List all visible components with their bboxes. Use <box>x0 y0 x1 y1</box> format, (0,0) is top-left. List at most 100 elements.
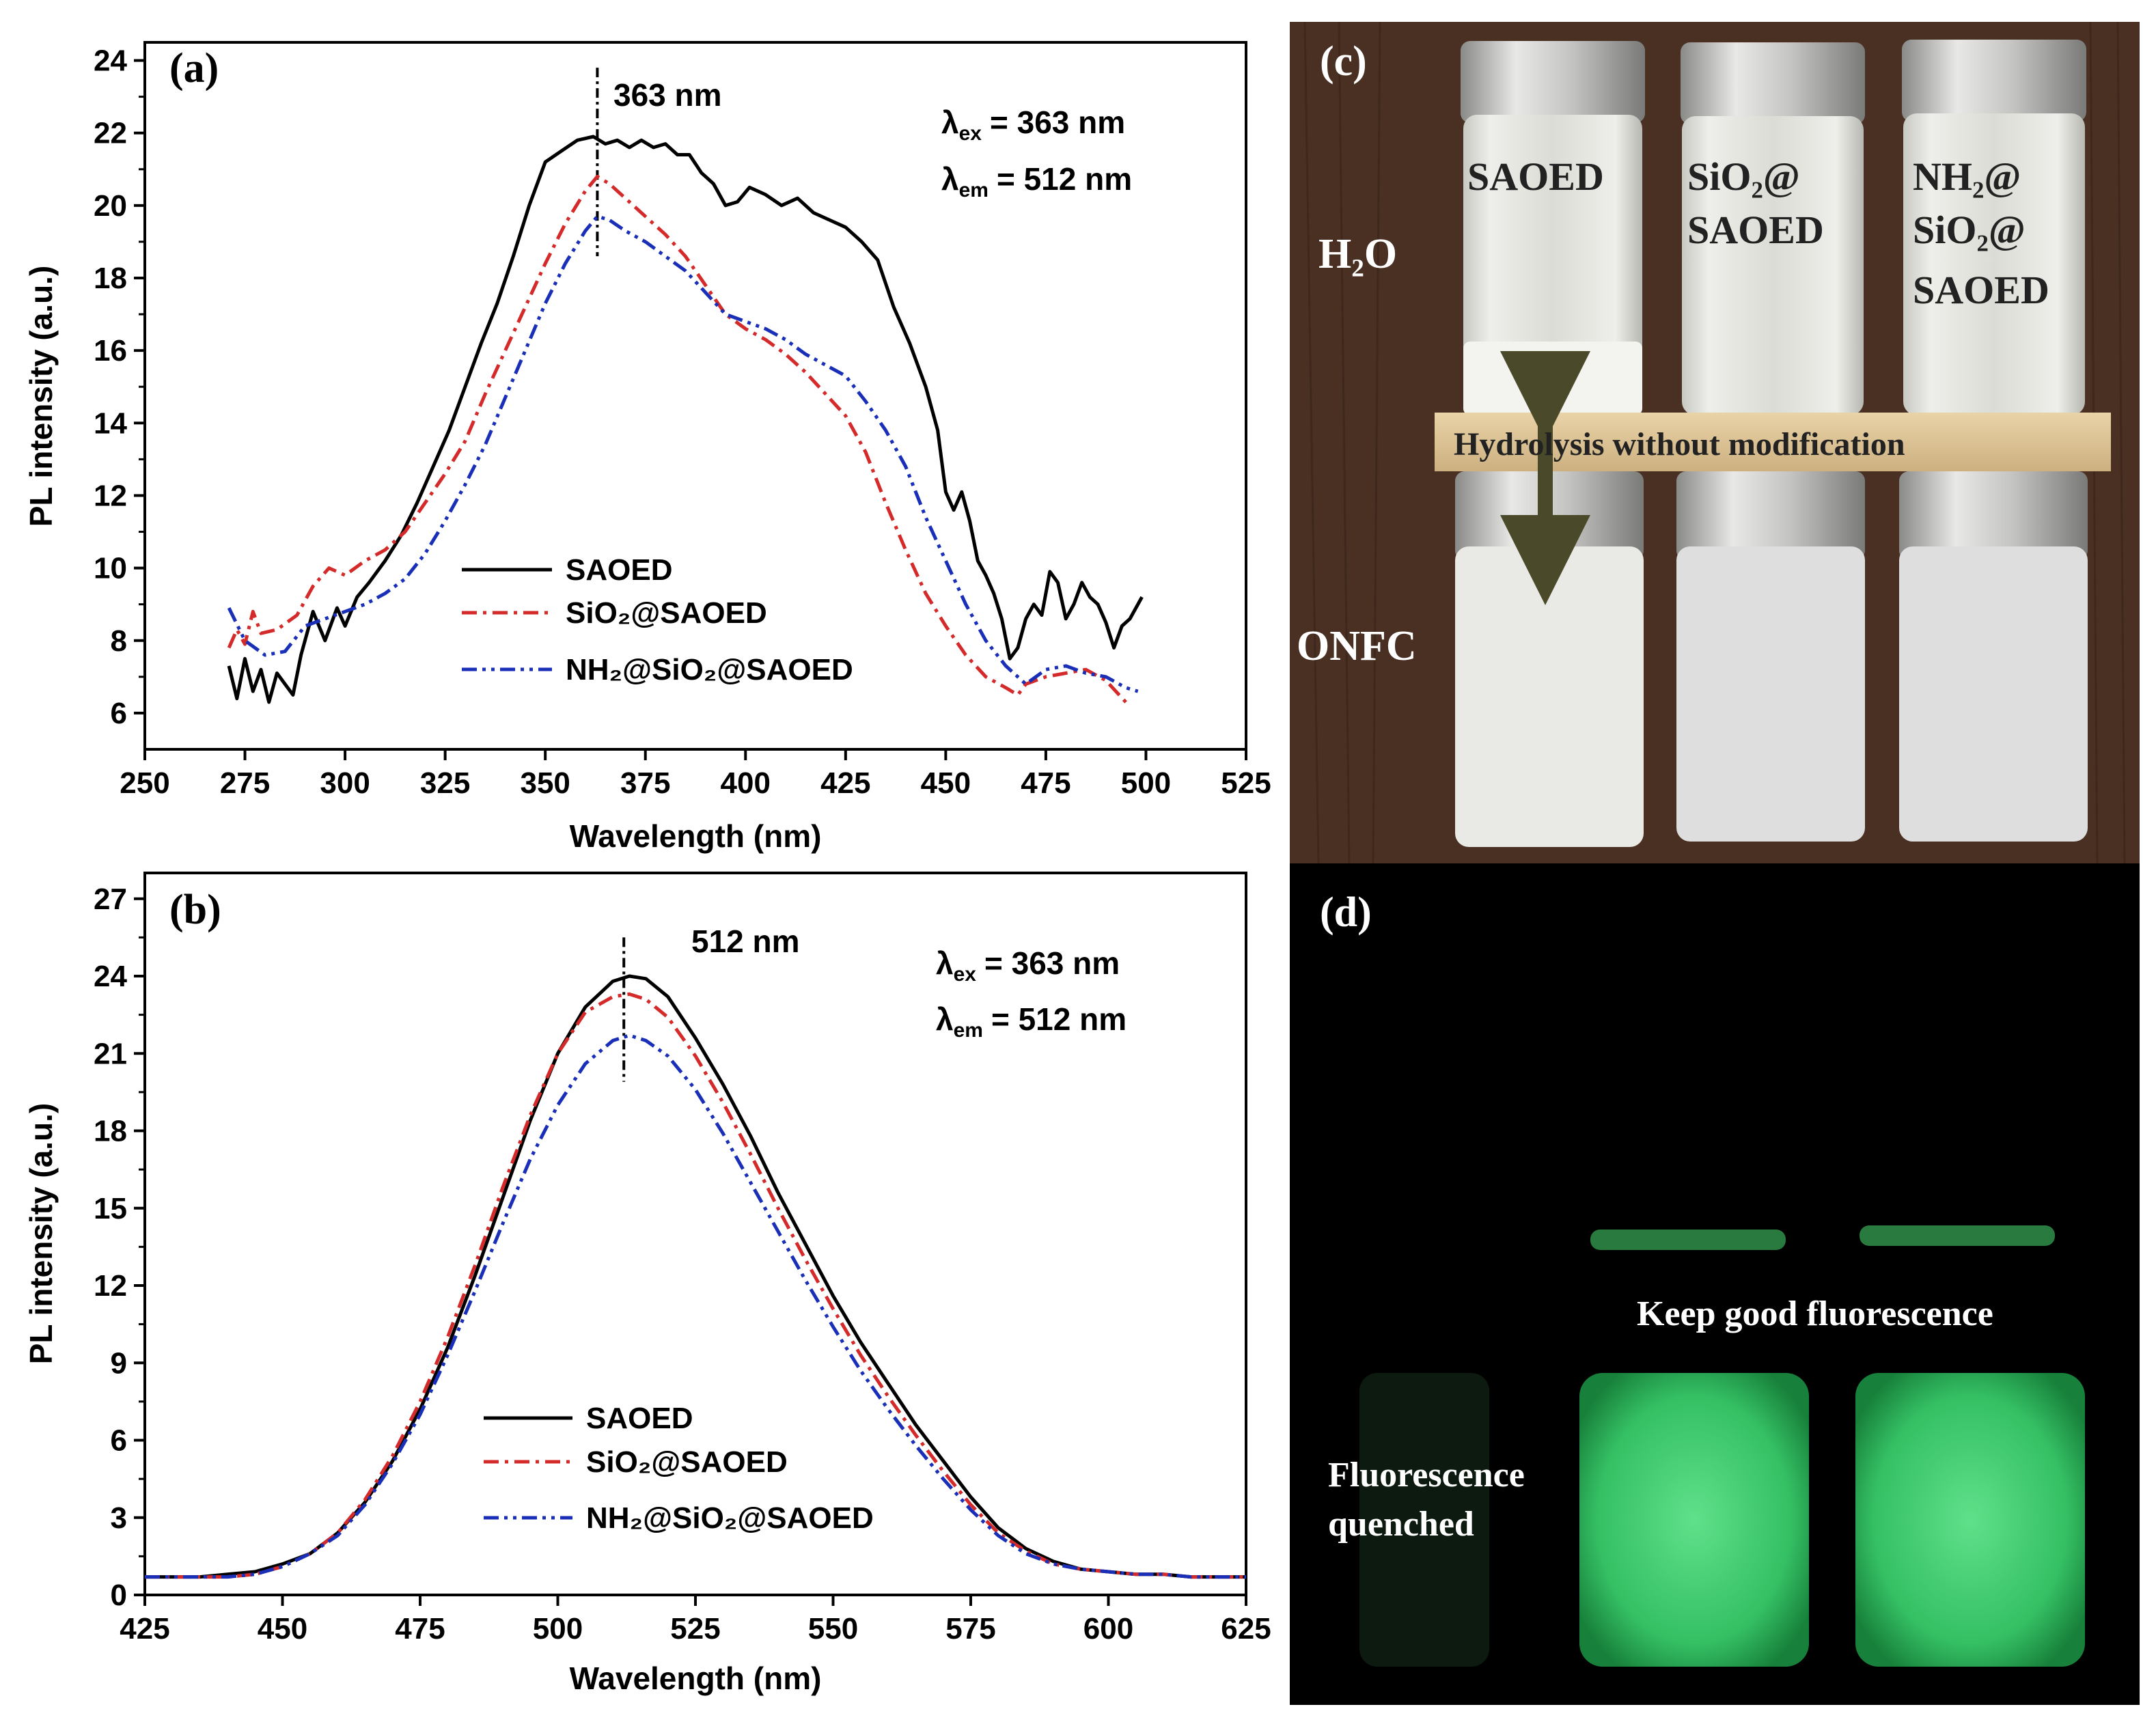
y-tick-label-b-3: 3 <box>111 1501 127 1535</box>
x-tick-label-b-525: 525 <box>670 1612 720 1645</box>
x-tick-label-b-600: 600 <box>1083 1612 1133 1645</box>
ann-ex-sub-a: ex <box>959 122 982 145</box>
y-tick-label-a-10: 10 <box>94 552 127 585</box>
ticks-b: 425 450 475 500 525 550 575 600 625 0 3 6 9 12 15 18 21 2… <box>94 883 1271 1645</box>
row-label-h2o: H₂O <box>1318 231 1397 277</box>
y-tick-label-a-22: 22 <box>94 117 127 150</box>
x-tick-label-b-575: 575 <box>945 1612 995 1645</box>
legend-label-saoed-a: SAOED <box>566 553 672 587</box>
legend-label-sio2-b: SiO₂@SAOED <box>586 1445 788 1479</box>
row-label-onfc: ONFC <box>1297 623 1417 669</box>
plot-frame-b <box>143 872 1247 1596</box>
x-tick-label-a-475: 475 <box>1021 766 1070 800</box>
series-group-a <box>227 135 1144 704</box>
y-axis-label-b: PL intensity (a.u.) <box>23 1103 59 1365</box>
series-line-b-sio2-saoed <box>145 992 1246 1579</box>
x-tick-label-a-400: 400 <box>721 766 771 800</box>
quenched-label-1: Fluorescence <box>1328 1456 1525 1495</box>
panel-a-chart: 250 275 300 325 350 375 400 425 450 475 500 525 6 8 10… <box>23 41 1271 854</box>
y-tick-label-b-15: 15 <box>94 1192 127 1225</box>
y-tick-label-b-0: 0 <box>111 1579 127 1612</box>
x-tick-label-a-275: 275 <box>220 766 270 800</box>
x-tick-label-a-500: 500 <box>1121 766 1171 800</box>
y-tick-label-b-6: 6 <box>111 1424 127 1458</box>
x-tick-label-a-325: 325 <box>420 766 470 800</box>
x-tick-label-a-350: 350 <box>520 766 570 800</box>
y-tick-label-a-8: 8 <box>111 624 127 658</box>
annotation-ex-b: λex = 363 nm <box>936 945 1120 986</box>
vial-bottom-3 <box>1899 471 2088 842</box>
panel-label-d: (d) <box>1320 889 1372 936</box>
x-tick-label-b-550: 550 <box>808 1612 858 1645</box>
series-line-a-sio2-saoed <box>227 174 1127 704</box>
legend-label-sio2-a: SiO₂@SAOED <box>566 596 767 630</box>
panel-label-c: (c) <box>1320 38 1367 85</box>
x-axis-label-b: Wavelength (nm) <box>570 1661 822 1696</box>
x-tick-label-a-250: 250 <box>120 766 169 800</box>
dark-vial-1 <box>1359 1373 1489 1667</box>
x-tick-label-b-450: 450 <box>258 1612 307 1645</box>
x-tick-label-b-475: 475 <box>395 1612 445 1645</box>
panel-b-chart: 425 450 475 500 525 550 575 600 625 0 3 6 9 12 15 18 21 2… <box>23 872 1271 1696</box>
x-tick-label-b-625: 625 <box>1221 1612 1271 1645</box>
series-group-b <box>145 974 1246 1579</box>
quenched-label-2: quenched <box>1328 1505 1474 1544</box>
series-line-a-nh2-sio2-saoed <box>227 214 1139 693</box>
glow-vial-3 <box>1855 1373 2085 1667</box>
annotation-em-b: λem = 512 nm <box>936 1001 1127 1042</box>
ann-em-sub-a: em <box>959 179 989 202</box>
plot-frame-a <box>143 41 1247 751</box>
vial-label-3a: NH₂@ <box>1913 154 2021 199</box>
vial-label-3c: SAOED <box>1913 268 2049 312</box>
y-tick-label-a-12: 12 <box>94 479 127 512</box>
vial-label-2a: SiO₂@ <box>1687 154 1800 199</box>
glow-cap-2 <box>1590 1230 1786 1250</box>
x-tick-label-a-450: 450 <box>921 766 971 800</box>
shelf-label: Hydrolysis without modification <box>1454 426 1905 462</box>
ticks-a: 250 275 300 325 350 375 400 425 450 475 500 525 6 8 10… <box>94 44 1271 800</box>
y-tick-label-a-6: 6 <box>111 697 127 730</box>
ann-ex-sub-b: ex <box>954 963 977 986</box>
y-tick-label-a-18: 18 <box>94 262 127 295</box>
x-tick-label-a-300: 300 <box>320 766 370 800</box>
vial-top-1 <box>1461 41 1645 415</box>
x-axis-label-a: Wavelength (nm) <box>570 818 822 854</box>
vial-label-2b: SAOED <box>1687 208 1824 252</box>
vial-label-1: SAOED <box>1467 154 1604 199</box>
peak-marker-label-a: 363 nm <box>613 77 722 113</box>
glow-vial-2 <box>1579 1373 1809 1667</box>
panel-c-photo: (c) H₂O ONFC SAOED SiO₂@ SAOED NH₂@ SiO₂… <box>1290 21 2140 864</box>
y-tick-label-a-14: 14 <box>94 406 127 440</box>
series-line-a-saoed <box>227 135 1144 704</box>
keep-fluorescence-label: Keep good fluorescence <box>1637 1294 1993 1333</box>
peak-marker-label-b: 512 nm <box>691 924 800 959</box>
y-tick-label-b-18: 18 <box>94 1115 127 1148</box>
legend-label-nh2-b: NH₂@SiO₂@SAOED <box>586 1501 874 1535</box>
ann-ex-text-b: = 363 nm <box>984 945 1120 981</box>
vial-bottom-2 <box>1676 471 1865 842</box>
x-tick-label-a-525: 525 <box>1221 766 1271 800</box>
ann-ex-text-a: = 363 nm <box>990 105 1125 140</box>
y-axis-label-a: PL intensity (a.u.) <box>23 266 59 527</box>
y-tick-label-a-24: 24 <box>94 44 127 78</box>
x-tick-label-a-375: 375 <box>620 766 670 800</box>
ann-em-text-a: = 512 nm <box>997 161 1132 197</box>
series-line-b-nh2-sio2-saoed <box>145 1033 1246 1579</box>
y-tick-label-b-27: 27 <box>94 883 127 916</box>
legend-label-saoed-b: SAOED <box>586 1402 693 1435</box>
vial-label-3b: SiO₂@ <box>1913 208 2026 252</box>
ann-em-sub-b: em <box>954 1019 983 1042</box>
ann-ex-sym-a: λ <box>941 105 959 140</box>
panel-label-b: (b) <box>169 887 221 933</box>
ann-em-sym-a: λ <box>941 161 959 197</box>
series-line-b-saoed <box>145 974 1246 1579</box>
panel-label-a: (a) <box>169 45 219 92</box>
panel-d-photo: (d) Keep good fluorescence Fluorescence … <box>1290 863 2140 1705</box>
x-tick-label-b-500: 500 <box>533 1612 583 1645</box>
glow-cap-3 <box>1860 1225 2055 1246</box>
ann-ex-sym-b: λ <box>936 945 954 981</box>
legend-b: SAOED SiO₂@SAOED NH₂@SiO₂@SAOED <box>484 1402 874 1535</box>
wood-grain <box>1303 21 2126 864</box>
y-tick-label-b-9: 9 <box>111 1346 127 1380</box>
